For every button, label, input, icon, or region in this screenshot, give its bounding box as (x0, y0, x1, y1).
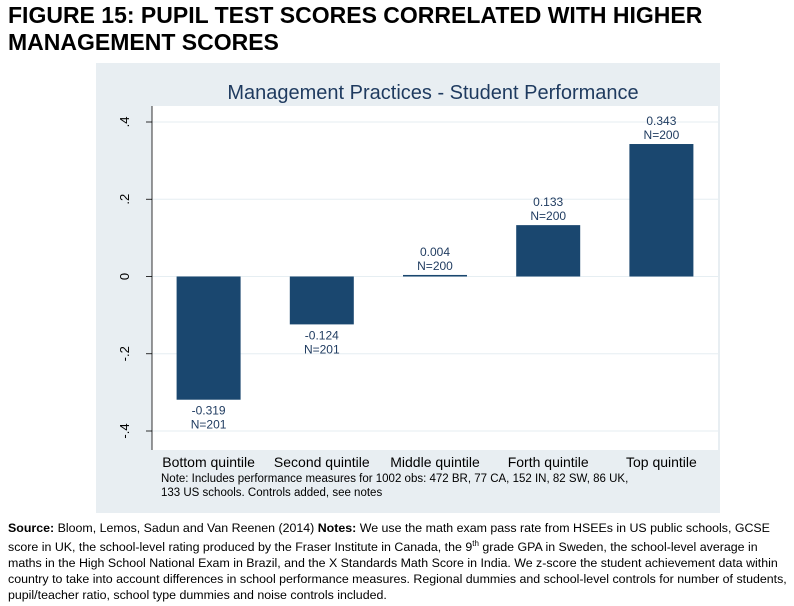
y-tick-label: .4 (117, 117, 132, 128)
bar-value-label: 0.343 (646, 114, 676, 128)
notes-text-1: We use the math exam pass rate from HSEE… (8, 521, 770, 555)
y-tick-label: .2 (117, 194, 132, 205)
chart-title: Management Practices - Student Performan… (227, 82, 638, 104)
source-text: Bloom, Lemos, Sadun and Van Reenen (2014… (54, 521, 318, 535)
bar-n-label: N=200 (417, 259, 453, 273)
bar-n-label: N=201 (191, 418, 227, 432)
x-tick-label: Second quintile (274, 454, 370, 470)
bar-value-label: 0.004 (420, 245, 450, 259)
bar-n-label: N=201 (304, 342, 340, 356)
y-tick-label: -.2 (117, 346, 132, 361)
bar (289, 276, 354, 325)
bar-value-label: 0.133 (533, 195, 563, 209)
y-ticks: -.4 -.2 0 .2 .4 (117, 117, 152, 439)
notes-superscript: th (472, 539, 479, 548)
bar-labels: -0.319N=201-0.124N=2010.004N=2000.133N=2… (191, 114, 680, 432)
y-tick-label: 0 (117, 273, 132, 280)
chart-panel: Management Practices - Student Performan… (96, 63, 720, 513)
notes-label: Notes: (317, 521, 357, 535)
bar (516, 225, 581, 277)
bars (176, 144, 694, 400)
chart-note-line-2: 133 US schools. Controls added, see note… (161, 487, 382, 499)
bar (176, 276, 241, 400)
bar-n-label: N=200 (644, 128, 680, 142)
bar (403, 274, 467, 277)
x-tick-label: Middle quintile (390, 454, 480, 470)
x-tick-label: Top quintile (626, 454, 697, 470)
bar-value-label: -0.319 (192, 404, 226, 418)
source-label: Source: (8, 521, 55, 535)
source-notes: Source: Bloom, Lemos, Sadun and Van Reen… (8, 520, 790, 603)
notes-text-2: grade GPA in Sweden, the school-level av… (8, 540, 787, 603)
x-tick-labels: Bottom quintile Second quintile Middle qui… (162, 454, 697, 470)
chart-note-line-1: Note: Includes performance measures for … (161, 473, 628, 485)
bar (629, 144, 694, 277)
bar-value-label: -0.124 (305, 328, 339, 342)
plot-area (152, 106, 718, 450)
x-tick-label: Bottom quintile (162, 454, 255, 470)
figure-title: FIGURE 15: PUPIL TEST SCORES CORRELATED … (8, 2, 703, 55)
y-tick-label: -.4 (117, 423, 132, 438)
bar-chart: Management Practices - Student Performan… (117, 82, 718, 499)
bar-n-label: N=200 (530, 209, 566, 223)
x-tick-label: Forth quintile (508, 454, 589, 470)
